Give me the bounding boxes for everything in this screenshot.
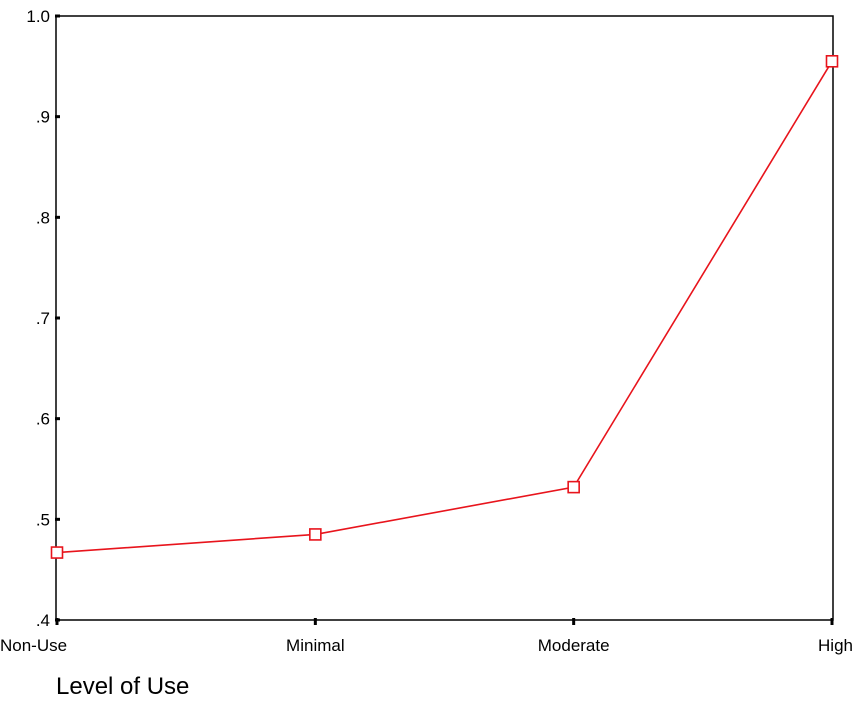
y-tick-label: .9 xyxy=(36,108,50,127)
x-tick-label: Minimal xyxy=(286,636,345,655)
y-tick-label: .7 xyxy=(36,309,50,328)
data-series xyxy=(50,54,839,559)
x-tick-label: Non-Use xyxy=(0,636,67,655)
y-axis: .4 .5 .6 .7 .8 .9 1.0 xyxy=(26,7,60,630)
x-tick-label: High xyxy=(818,636,853,655)
series-line xyxy=(56,60,833,554)
data-point-marker xyxy=(567,480,580,494)
x-axis-title: Level of Use xyxy=(56,673,189,700)
y-tick-label: .5 xyxy=(36,510,50,529)
y-tick-label: .4 xyxy=(36,611,50,630)
y-tick-label: .6 xyxy=(36,410,50,429)
data-point-marker xyxy=(825,54,839,68)
y-tick-label: .8 xyxy=(36,208,50,227)
plot-area-frame xyxy=(55,15,834,621)
x-axis: Non-Use Minimal Moderate High xyxy=(0,618,853,655)
data-point-marker xyxy=(309,528,322,541)
x-tick-label: Moderate xyxy=(538,636,610,655)
y-tick-label: 1.0 xyxy=(26,7,50,26)
data-point-marker xyxy=(50,546,64,559)
